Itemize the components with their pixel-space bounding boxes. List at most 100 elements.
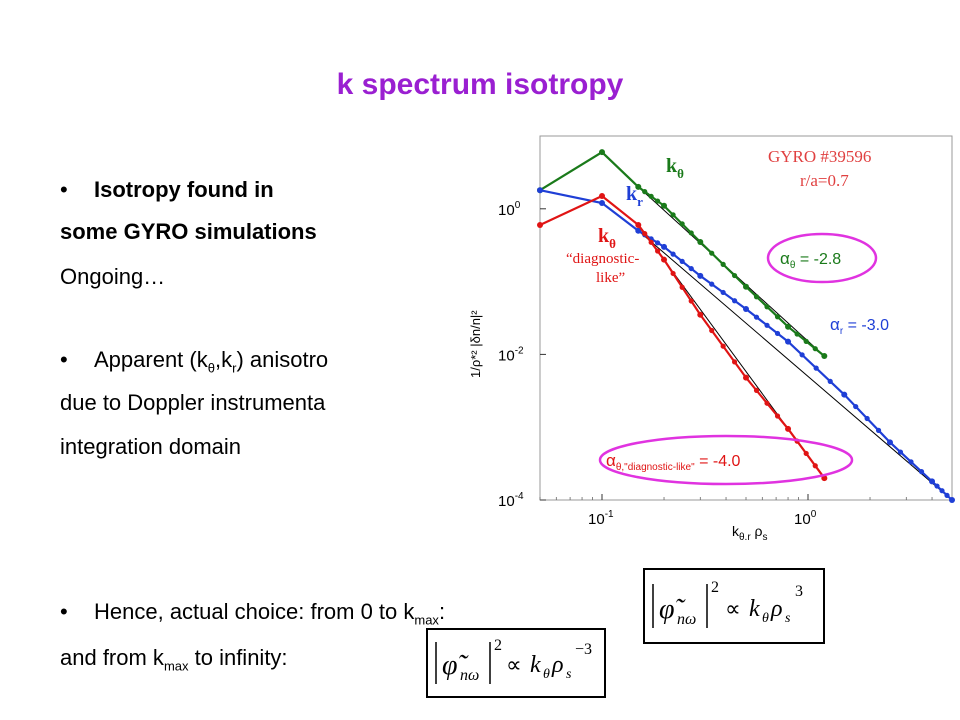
series-point-1	[654, 240, 661, 246]
series-point-0	[697, 238, 704, 245]
annotation-alpha: α	[830, 315, 840, 334]
y-tick-base: 10	[498, 202, 515, 219]
series-point-2	[753, 387, 760, 394]
annotation-ellipse	[598, 434, 854, 486]
series-point-2	[774, 413, 781, 419]
series-point-0	[821, 353, 828, 360]
formula-1-rho: ρ	[770, 596, 783, 622]
series-point-0	[648, 193, 654, 199]
series-label-k: k	[626, 183, 638, 205]
series-point-0	[774, 314, 781, 320]
x-axis-label-rho: ρ	[751, 523, 763, 539]
bullet-2-sub-theta: θ	[207, 360, 215, 376]
bullet-2-text-a: Apparent (k	[94, 347, 208, 372]
series-point-2	[697, 311, 704, 318]
bullet-1-line-2: some GYRO simulations	[60, 219, 317, 244]
series-point-1	[679, 258, 685, 264]
series-point-1	[688, 265, 694, 272]
y-axis-label: 1/ρ*² |δn/n|²	[468, 310, 483, 378]
series-point-1	[939, 488, 945, 494]
formula-2-prop: ∝	[506, 652, 522, 677]
bullet-3-line-2-text-a: and from k	[60, 645, 164, 670]
bullet-3-line-2-sub: max	[163, 658, 189, 674]
series-point-2	[642, 231, 648, 237]
series-point-1	[864, 415, 870, 422]
series-point-0	[642, 189, 648, 195]
series-point-1	[841, 391, 848, 398]
series-point-0	[743, 283, 749, 290]
formula-1-square: 2	[711, 579, 719, 596]
page-title: k spectrum isotropy	[336, 68, 624, 101]
x-tick-exp: 0	[811, 509, 817, 520]
series-point-0	[785, 323, 792, 330]
y-tick-exp: -2	[515, 345, 524, 356]
series-point-2	[720, 343, 726, 349]
series-point-2	[764, 400, 770, 406]
bullet-icon: •	[60, 347, 68, 372]
bullet-2-sub-r: r	[232, 360, 237, 376]
formula-2-k: k	[530, 652, 541, 678]
series-point-2	[635, 221, 642, 228]
series-point-0	[670, 212, 676, 218]
annotation-alpha: α	[606, 451, 616, 470]
series-point-0	[709, 250, 715, 256]
y-tick-base: 10	[498, 493, 515, 510]
formula-2-exp: −3	[575, 641, 592, 658]
bullet-2-text-c: ) anisotro	[236, 347, 329, 372]
annotation-ellipse	[766, 232, 878, 284]
formula-box-1: φ̃ nω 2 ∝ k θ ρ s 3	[643, 568, 825, 644]
series-point-2	[709, 327, 715, 334]
series-point-0	[794, 331, 800, 337]
series-point-1	[944, 492, 950, 498]
series-point-1	[743, 306, 749, 313]
annotation-sub: θ,"diagnostic-like"	[616, 462, 695, 473]
series-point-1	[731, 298, 738, 304]
series-point-1	[929, 478, 936, 485]
series-point-1	[949, 497, 955, 503]
formula-1-k: k	[749, 596, 760, 622]
series-point-0	[661, 202, 668, 209]
bullet-3-sub-max: max	[414, 612, 439, 628]
k-spectrum-chart: 10-1 100 10-4 10-2 100 kθ,r ρs 1/ρ*² |δn/n|² kθ…	[456, 130, 960, 543]
series-point-2	[648, 239, 654, 245]
annotation-alpha: α	[780, 249, 790, 268]
bullet-2-line-2: due to Doppler instrumenta	[60, 390, 326, 415]
series-point-1	[918, 469, 925, 475]
series-label-sub: θ	[677, 166, 684, 181]
formula-1-sub: nω	[677, 611, 696, 628]
formula-2-rho: ρ	[551, 652, 564, 678]
y-tick-exp: -4	[515, 491, 524, 502]
series-point-0	[803, 338, 809, 344]
formula-1-rhosub: s	[785, 611, 791, 626]
formula-2-sub: nω	[460, 667, 479, 684]
series-point-0	[720, 261, 726, 267]
series-point-1	[799, 352, 805, 358]
bullet-2-text-b: ,k	[214, 347, 233, 372]
series-point-2	[812, 463, 818, 469]
bullet-icon: •	[60, 177, 68, 202]
series-point-0	[764, 304, 770, 310]
series-label-k: k	[666, 155, 678, 177]
series-label-sub: r	[637, 194, 643, 209]
bullet-3-text-b: :	[438, 599, 446, 624]
x-tick-label: 10-1	[588, 509, 614, 528]
plot-frame	[539, 135, 953, 501]
formula-1-exp: 3	[795, 583, 803, 600]
formula-2-ksub: θ	[543, 667, 550, 682]
bullet-1-line-1: Isotropy found in	[94, 177, 274, 202]
series-point-2	[599, 192, 606, 199]
x-axis-label-sub: θ,r	[739, 532, 751, 540]
y-tick-label: 10-2	[498, 345, 524, 364]
series-label-1: kr	[626, 183, 643, 209]
x-tick-base: 10	[588, 511, 605, 528]
series-point-1	[599, 200, 606, 207]
series-point-1	[897, 449, 904, 455]
annotation-text: αθ = -2.8	[780, 249, 841, 271]
series-point-0	[599, 149, 606, 156]
series-point-1	[697, 272, 704, 279]
bullet-3-line-1: Hence, actual choice: from 0 to kmax:	[94, 599, 445, 633]
annotation-sub: θ	[790, 260, 796, 271]
series-point-1	[753, 314, 760, 320]
annotation-value: = -3.0	[843, 317, 889, 334]
